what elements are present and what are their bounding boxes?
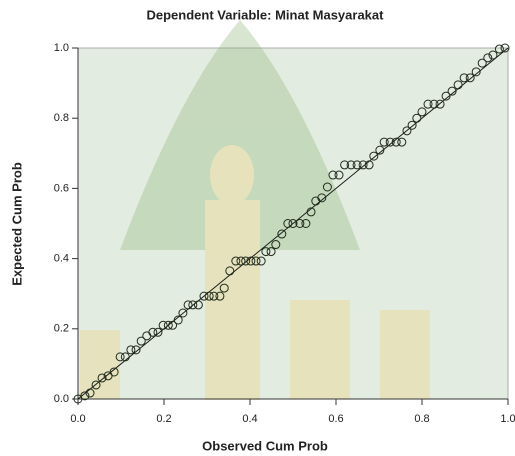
x-tick-label: 0.8 [414, 413, 429, 425]
y-tick-label: 0.2 [54, 323, 69, 335]
x-axis-label: Observed Cum Prob [202, 438, 328, 453]
y-tick-label: 0.6 [54, 182, 69, 194]
x-tick-label: 0.0 [70, 413, 85, 425]
chart: Dependent Variable: Minat Masyarakat Obs… [0, 0, 515, 456]
y-axis-label: Expected Cum Prob [9, 162, 24, 286]
page: {"chart_data": { "type": "scatter", "tit… [0, 0, 515, 456]
y-tick-label: 0.4 [54, 253, 69, 265]
y-tick-label: 0.8 [54, 112, 69, 124]
x-tick-label: 0.2 [156, 413, 171, 425]
chart-title: Dependent Variable: Minat Masyarakat [147, 7, 385, 22]
x-tick-label: 0.6 [328, 413, 343, 425]
y-tick-label: 1.0 [54, 42, 69, 54]
x-tick-label: 0.4 [242, 413, 257, 425]
y-tick-label: 0.0 [54, 393, 69, 405]
x-tick-label: 1.0 [500, 413, 515, 425]
